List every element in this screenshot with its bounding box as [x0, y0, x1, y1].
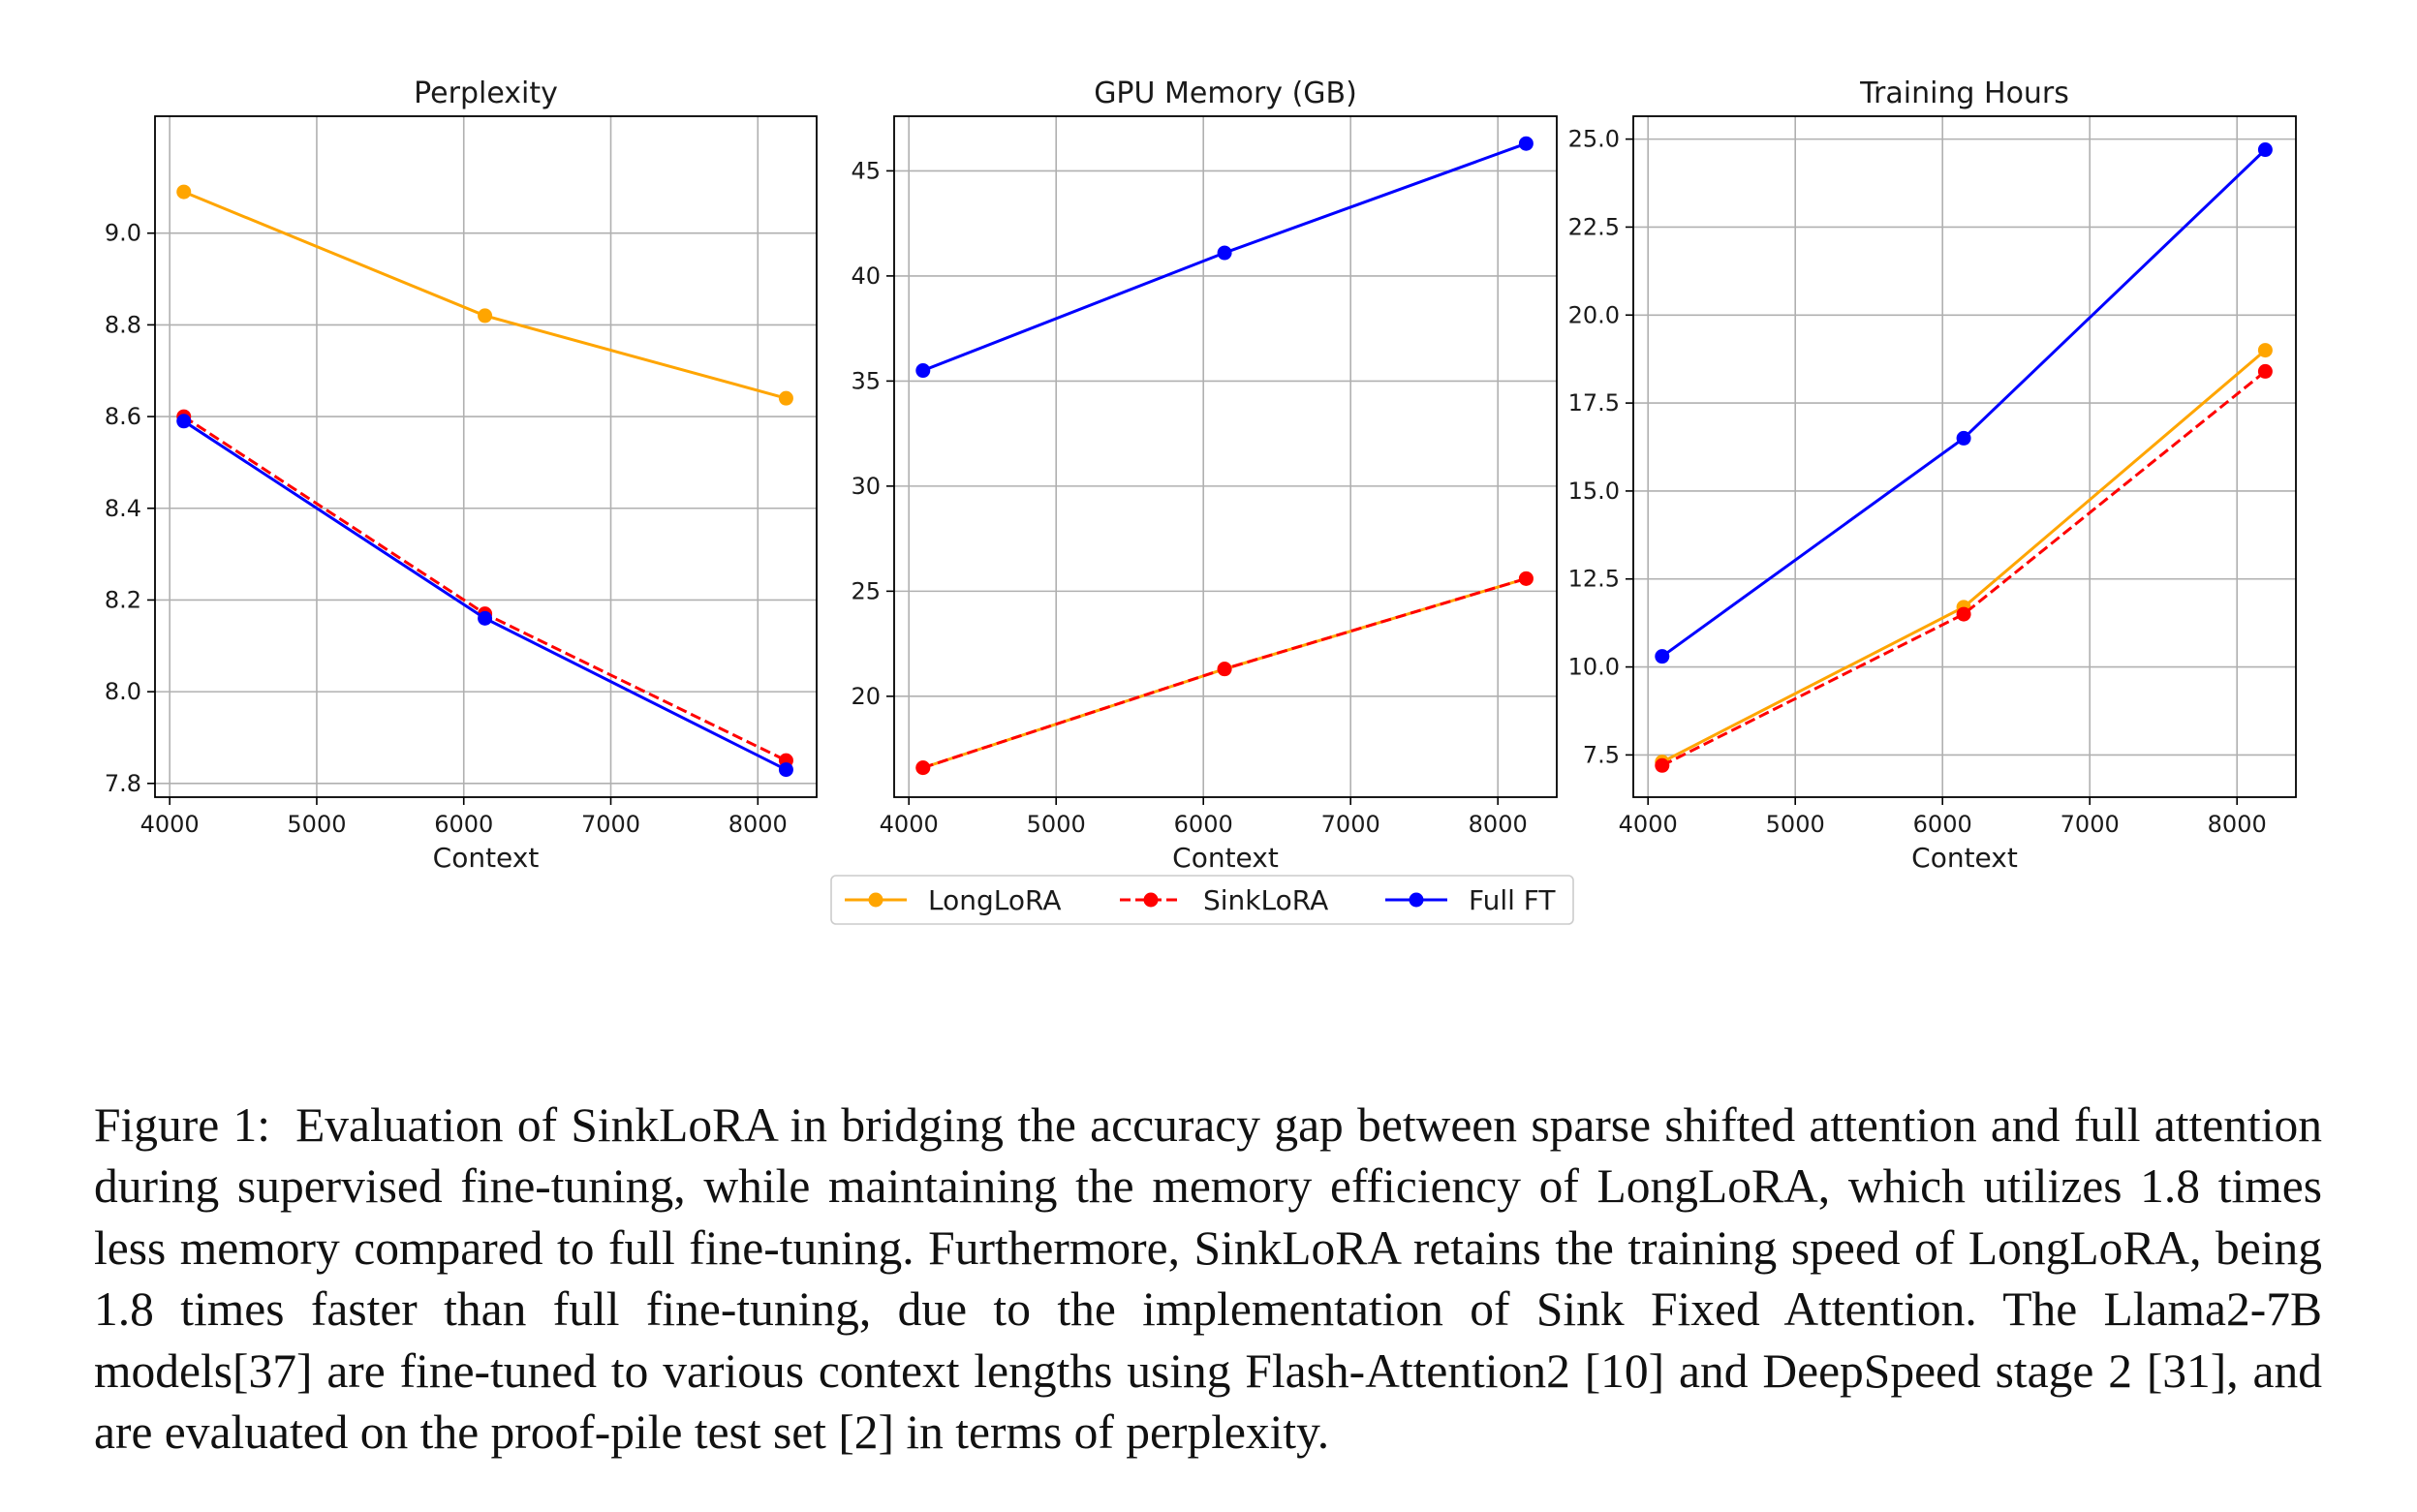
x-tick-label: 5000: [1766, 811, 1825, 838]
y-tick-label: 40: [851, 262, 881, 290]
y-tick-label: 9.0: [105, 220, 141, 247]
legend-item-full-ft: Full FT: [1385, 884, 1556, 916]
x-tick-label: 4000: [880, 811, 939, 838]
y-tick-label: 7.8: [105, 770, 141, 797]
data-point: [1655, 649, 1670, 664]
legend-item-longlora: LongLoRA: [845, 884, 1061, 916]
plot-frame: [1632, 115, 2297, 798]
y-tick-label: 12.5: [1568, 566, 1620, 593]
x-tick-label: 5000: [287, 811, 346, 838]
series-full-ft: [915, 136, 1534, 379]
y-tick-label: 17.5: [1568, 389, 1620, 417]
y-tick-label: 8.4: [105, 495, 141, 522]
series-sinklora: [176, 409, 793, 768]
legend-label: LongLoRA: [928, 884, 1061, 916]
data-point: [478, 308, 493, 324]
plot-frame: [893, 115, 1558, 798]
legend-item-sinklora: SinkLoRA: [1120, 884, 1328, 916]
series-line: [182, 415, 788, 762]
y-tick-label: 45: [851, 157, 881, 184]
chart-title: GPU Memory (GB): [1094, 77, 1357, 110]
data-point: [2257, 363, 2273, 379]
data-point: [2257, 343, 2273, 358]
chart-panel-3: 4000 5000 6000 7000 8000 7.5 10.0 12.5 15.0 17.5 2…: [1568, 77, 2297, 874]
series-full-ft: [176, 414, 793, 778]
y-tick-label: 8.0: [105, 678, 141, 705]
legend-marker: [868, 892, 883, 908]
x-tick-label: 8000: [728, 811, 788, 838]
data-point: [915, 760, 931, 776]
x-tick-label: 6000: [1174, 811, 1233, 838]
caption-text: Evaluation of SinkLoRA in bridging the a…: [94, 1097, 2322, 1460]
data-point: [1956, 606, 1971, 622]
data-point: [1956, 430, 1971, 446]
data-point: [1518, 571, 1534, 586]
y-tick-label: 25: [851, 577, 881, 604]
series-longlora: [176, 184, 793, 406]
x-tick-label: 6000: [1913, 811, 1972, 838]
series-line: [1661, 349, 2267, 764]
y-tick-label: 30: [851, 473, 881, 500]
data-point: [778, 762, 793, 778]
x-tick-label: 7000: [1321, 811, 1380, 838]
legend-label: Full FT: [1469, 884, 1556, 916]
data-point: [1217, 245, 1232, 261]
series-full-ft: [1655, 142, 2273, 664]
chart-title: Perplexity: [414, 77, 558, 110]
legend: LongLoRA SinkLoRA Full FT: [830, 875, 1574, 925]
data-point: [778, 390, 793, 406]
data-point: [176, 184, 192, 200]
x-tick-label: 4000: [140, 811, 200, 838]
legend-label: SinkLoRA: [1203, 884, 1328, 916]
x-tick-label: 8000: [1469, 811, 1528, 838]
y-tick-label: 8.8: [105, 311, 141, 338]
data-point: [1217, 662, 1232, 677]
data-point: [2257, 142, 2273, 158]
x-tick-label: 6000: [434, 811, 493, 838]
y-tick-label: 22.5: [1568, 213, 1620, 240]
plot-frame: [154, 115, 818, 798]
chart-panel-1: 4000 5000 6000 7000 8000 7.8 8.0 8.2 8.4 8.6 8.8 9.…: [105, 77, 818, 874]
gridlines: [1633, 116, 2296, 797]
x-axis-label: Context: [433, 842, 540, 874]
x-tick-label: 7000: [581, 811, 640, 838]
legend-marker: [1143, 892, 1159, 908]
gridlines: [894, 116, 1557, 797]
series-sinklora: [915, 571, 1534, 776]
chart-title: Training Hours: [1859, 77, 2069, 110]
data-point: [478, 610, 493, 626]
y-tick-label: 20: [851, 683, 881, 710]
series-sinklora: [1655, 363, 2273, 773]
x-tick-label: 8000: [2208, 811, 2267, 838]
series-longlora: [1655, 343, 2273, 770]
series-line: [183, 190, 787, 400]
figure-caption: Figure 1: Evaluation of SinkLoRA in bridg…: [94, 1095, 2322, 1464]
data-point: [1518, 136, 1534, 151]
y-tick-label: 35: [851, 367, 881, 394]
y-tick-label: 15.0: [1568, 478, 1620, 505]
chart-panel-2: 4000 5000 6000 7000 8000 20 25 30 35 40 45 GPU Memo…: [851, 77, 1558, 874]
series-line: [1661, 370, 2267, 767]
y-tick-label: 10.0: [1568, 654, 1620, 681]
figure: 4000 5000 6000 7000 8000 7.8 8.0 8.2 8.4 8.6 8.8 9.…: [105, 77, 2297, 925]
x-axis-label: Context: [1172, 842, 1279, 874]
y-tick-label: 25.0: [1568, 126, 1620, 153]
gridlines: [155, 116, 817, 797]
x-axis-label: Context: [1911, 842, 2018, 874]
caption-label: Figure 1:: [94, 1097, 271, 1152]
y-tick-label: 8.6: [105, 403, 141, 430]
data-point: [1655, 757, 1670, 773]
y-tick-label: 20.0: [1568, 301, 1620, 328]
figure-canvas: 4000 5000 6000 7000 8000 7.8 8.0 8.2 8.4 8.6 8.8 9.…: [105, 77, 2297, 925]
x-tick-label: 7000: [2061, 811, 2120, 838]
y-tick-label: 8.2: [105, 586, 141, 613]
y-tick-label: 7.5: [1583, 741, 1620, 768]
x-tick-label: 5000: [1027, 811, 1086, 838]
x-tick-label: 4000: [1619, 811, 1678, 838]
legend-box: [830, 875, 1574, 925]
data-point: [176, 414, 192, 429]
legend-marker: [1409, 892, 1424, 908]
data-point: [915, 363, 931, 379]
